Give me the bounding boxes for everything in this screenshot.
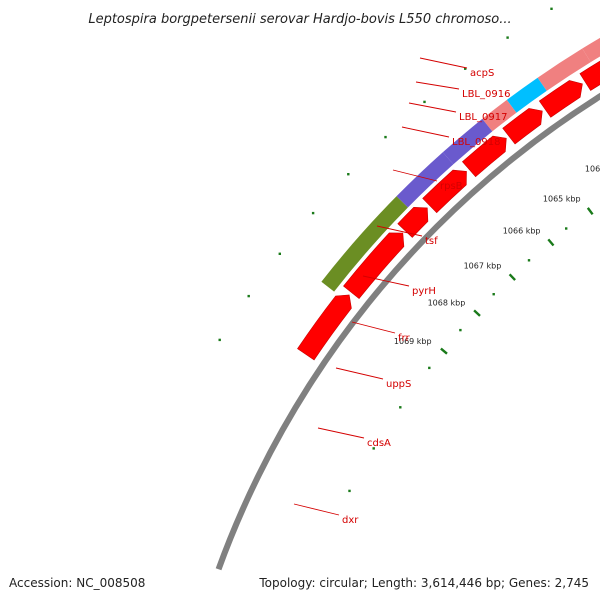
gene-label-leader — [415, 81, 460, 90]
reverse-gene-block — [537, 48, 591, 91]
tick-dot — [247, 294, 250, 298]
gene-label-leader — [317, 427, 365, 439]
reverse-gene-block — [582, 37, 600, 63]
forward-gene-arrow — [297, 294, 352, 361]
tick-dot — [384, 135, 387, 139]
tick-dot — [311, 211, 315, 215]
gene-label-leader — [351, 321, 396, 334]
scale-label: 1066 kbp — [503, 226, 541, 235]
tick-dot — [218, 338, 221, 342]
tick-dot — [347, 173, 350, 176]
scale-tick — [547, 238, 555, 247]
map-title: Leptospira borgpetersenii serovar Hardjo… — [88, 12, 511, 27]
reverse-gene-block — [321, 196, 408, 292]
gene-label-rpsb: rpsB — [440, 181, 463, 192]
gene-label-leader — [335, 367, 384, 380]
gene-label-acps: acpS — [470, 68, 494, 79]
scale-label: 1064 kbp — [585, 165, 600, 174]
tick-dot — [372, 447, 375, 450]
gene-label-lbl-0917: LBL_0917 — [459, 112, 507, 123]
forward-gene-arrow — [579, 60, 600, 91]
accession-text: Accession: NC_008508 — [9, 576, 145, 590]
gene-label-leader — [419, 57, 468, 69]
forward-strand-track — [297, 60, 600, 361]
scale-tick — [440, 347, 448, 355]
tick-dot — [459, 328, 462, 332]
scale-tick — [586, 207, 594, 216]
topology-text: Topology: circular; Length: 3,614,446 bp… — [258, 576, 589, 590]
reverse-gene-block — [442, 118, 493, 165]
gene-label-frr: frr — [398, 333, 410, 344]
gene-label-upps: uppS — [386, 379, 411, 390]
forward-gene-arrow — [461, 135, 507, 178]
tick-dot — [492, 293, 495, 296]
tick-dot — [399, 406, 402, 409]
scale-label: 1065 kbp — [543, 194, 581, 203]
gene-label-pyrh: pyrH — [412, 286, 436, 297]
tick-dot — [278, 252, 281, 255]
forward-gene-arrow — [422, 169, 467, 214]
gene-label-leader — [408, 102, 457, 113]
gene-label-cdsa: cdsA — [367, 438, 391, 449]
gene-label-leader — [376, 225, 423, 237]
tick-dot — [565, 227, 568, 230]
scale-tick — [508, 273, 516, 281]
scale-tick — [473, 309, 481, 317]
reverse-gene-block — [482, 99, 517, 132]
gene-label-leader — [401, 126, 450, 138]
gene-label-leader — [392, 169, 438, 182]
tick-dot — [428, 366, 431, 370]
tick-dot — [464, 67, 467, 70]
tick-dot — [527, 259, 531, 262]
reverse-gene-block — [396, 152, 454, 208]
scale-label: 1068 kbp — [428, 298, 466, 307]
gene-labels: acpS LBL_0916 LBL_0917 LBL_0918 rpsB tsf pyrH f… — [293, 57, 510, 526]
forward-gene-arrow — [397, 206, 429, 238]
gene-label-dxr: dxr — [342, 515, 359, 526]
gene-label-lbl-0918: LBL_0918 — [452, 137, 500, 148]
tick-dot — [506, 36, 509, 39]
scale-label: 1069 kbp — [394, 337, 432, 346]
reverse-gene-block — [506, 77, 547, 113]
tick-dot — [423, 100, 426, 104]
tick-dot-lines — [218, 7, 568, 493]
tick-dot — [550, 7, 553, 10]
gene-label-leader — [293, 503, 340, 516]
gene-label-tsf: tsf — [425, 236, 438, 247]
tick-dot — [348, 489, 351, 493]
scale-label: 1067 kbp — [464, 262, 502, 271]
forward-gene-arrow — [502, 108, 543, 145]
gene-label-leader — [362, 275, 410, 287]
forward-gene-arrow — [538, 80, 583, 118]
gene-label-lbl-0916: LBL_0916 — [462, 89, 510, 100]
reverse-strand-track — [321, 37, 600, 292]
